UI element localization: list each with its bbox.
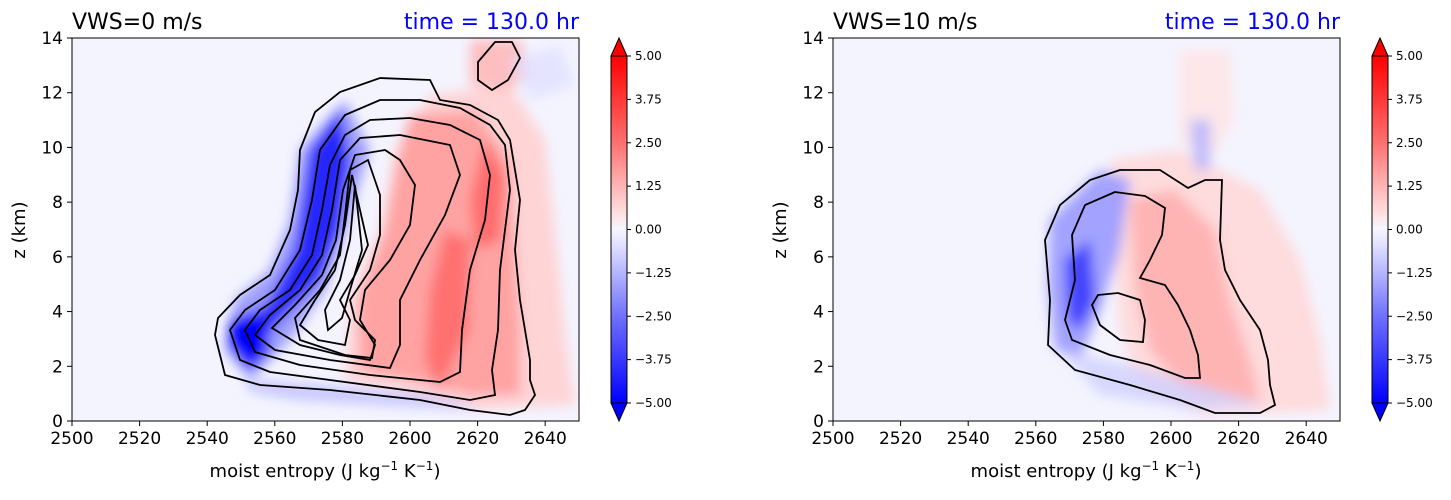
x-tick-label: 2640 [1285, 429, 1328, 449]
contour-line [324, 184, 363, 332]
y-tick-label: 0 [813, 412, 824, 432]
colorbar-max-arrow [1371, 36, 1389, 57]
colorbar-tick-label: −5.00 [635, 396, 672, 410]
colorbar-ticks: 5.00 3.75 2.50 1.25 0.00 −1.25 −2.50 −3.75 −5.00 [627, 49, 672, 410]
right-time-label: time = 130.0 hr [1165, 10, 1341, 35]
y-tick-label: 10 [41, 138, 63, 158]
x-tick-label: 2600 [1149, 429, 1192, 449]
colorbar-tick-label: −2.50 [635, 309, 672, 323]
colorbar-tick-label: −1.25 [1396, 266, 1433, 280]
y-tick-label: 6 [52, 248, 63, 268]
contour-line [270, 149, 416, 362]
colorbar-tick-label: −3.75 [1396, 353, 1433, 367]
right-y-axis-label: z (km) [770, 201, 791, 258]
x-tick-label: 2580 [1082, 429, 1125, 449]
right-axes-frame [832, 37, 1341, 422]
right-heatmap [1048, 50, 1330, 415]
left-title: VWS=0 m/s [72, 10, 203, 35]
colorbar-tick-label: 1.25 [635, 179, 662, 193]
contour-line [1044, 169, 1277, 414]
right-title: VWS=10 m/s [833, 10, 978, 35]
y-tick-label: 6 [813, 248, 824, 268]
y-tick-label: 10 [802, 138, 824, 158]
y-tick-label: 14 [41, 29, 63, 49]
x-tick-label: 2620 [456, 429, 499, 449]
contour-line [214, 77, 536, 416]
colorbar-gradient [1371, 55, 1389, 404]
left-x-axis-label: moist entropy (J kg−1 K−1) [210, 459, 441, 482]
contour-line [243, 117, 491, 383]
colorbar-tick-label: 5.00 [635, 49, 662, 63]
right-panel: 2500 2520 2540 2560 2580 2600 2620 2640 0 2 4 6 8 10… [770, 10, 1433, 482]
colorbar-tick-label: −2.50 [1396, 309, 1433, 323]
colorbar-tick-label: 0.00 [635, 223, 662, 237]
left-axes-frame [71, 37, 580, 422]
right-x-axis-label: moist entropy (J kg−1 K−1) [971, 459, 1202, 482]
y-tick-label: 2 [813, 357, 824, 377]
colorbar-tick-label: 5.00 [1396, 49, 1423, 63]
right-x-axis: 2500 2520 2540 2560 2580 2600 2620 2640 [811, 421, 1328, 449]
contour-line [1090, 292, 1146, 343]
y-tick-label: 0 [52, 412, 63, 432]
colorbar-tick-label: −1.25 [635, 266, 672, 280]
colorbar-max-arrow [610, 36, 628, 57]
x-tick-label: 2540 [186, 429, 229, 449]
y-tick-label: 4 [52, 303, 63, 323]
y-tick-label: 12 [41, 84, 63, 104]
colorbar-tick-label: 2.50 [1396, 136, 1423, 150]
y-tick-label: 14 [802, 29, 824, 49]
x-tick-label: 2600 [388, 429, 431, 449]
colorbar-tick-label: 2.50 [635, 136, 662, 150]
contour-line [477, 41, 522, 92]
colorbar-ticks: 5.00 3.75 2.50 1.25 0.00 −1.25 −2.50 −3.75 −5.00 [1388, 49, 1433, 410]
colorbar-gradient [610, 55, 628, 404]
right-y-axis: 0 2 4 6 8 10 12 14 [802, 29, 833, 432]
left-contours [214, 41, 536, 416]
contour-line [253, 134, 461, 369]
colorbar-min-arrow [1371, 402, 1389, 423]
colorbar-tick-label: −3.75 [635, 353, 672, 367]
y-tick-label: 8 [52, 193, 63, 213]
left-y-axis-label: z (km) [9, 201, 30, 258]
y-tick-label: 12 [802, 84, 824, 104]
colorbar-tick-label: 3.75 [635, 92, 662, 106]
x-tick-label: 2560 [253, 429, 296, 449]
colorbar-tick-label: 3.75 [1396, 92, 1423, 106]
x-tick-label: 2500 [811, 429, 854, 449]
colorbar-tick-label: 0.00 [1396, 223, 1423, 237]
colorbar-tick-label: 1.25 [1396, 179, 1423, 193]
x-tick-label: 2500 [50, 429, 93, 449]
left-panel: 2500 2520 2540 2560 2580 2600 2620 2640 0 2 4 6 8 10… [9, 10, 672, 482]
x-tick-label: 2520 [879, 429, 922, 449]
contour-line [1064, 191, 1201, 379]
left-time-label: time = 130.0 hr [404, 10, 580, 35]
x-tick-label: 2540 [947, 429, 990, 449]
left-colorbar: 5.00 3.75 2.50 1.25 0.00 −1.25 −2.50 −3.75 −5.00 [610, 36, 672, 423]
x-tick-label: 2620 [1217, 429, 1260, 449]
left-y-axis: 0 2 4 6 8 10 12 14 [41, 29, 72, 432]
left-x-axis: 2500 2520 2540 2560 2580 2600 2620 2640 [50, 421, 567, 449]
y-tick-label: 4 [813, 303, 824, 323]
contour-line [298, 174, 369, 347]
right-colorbar: 5.00 3.75 2.50 1.25 0.00 −1.25 −2.50 −3.75 −5.00 [1371, 36, 1433, 423]
x-tick-label: 2560 [1014, 429, 1057, 449]
y-tick-label: 8 [813, 193, 824, 213]
colorbar-tick-label: −5.00 [1396, 396, 1433, 410]
x-tick-label: 2520 [118, 429, 161, 449]
colorbar-min-arrow [610, 402, 628, 423]
contour-line [228, 99, 511, 401]
x-tick-label: 2640 [524, 429, 567, 449]
right-contours [1044, 169, 1277, 414]
x-tick-label: 2580 [321, 429, 364, 449]
y-tick-label: 2 [52, 357, 63, 377]
